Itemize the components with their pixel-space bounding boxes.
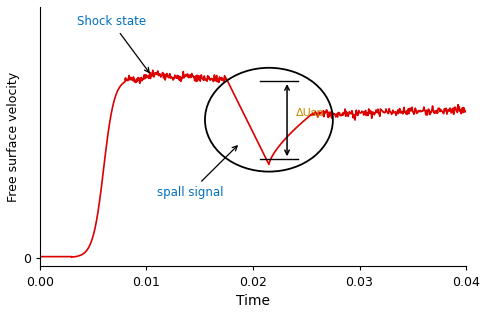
Y-axis label: Free surface velocity: Free surface velocity [7, 72, 20, 202]
Text: Shock state: Shock state [77, 15, 149, 72]
X-axis label: Time: Time [236, 294, 270, 308]
Text: spall signal: spall signal [157, 146, 237, 199]
Text: ΔUsp: ΔUsp [296, 108, 324, 118]
